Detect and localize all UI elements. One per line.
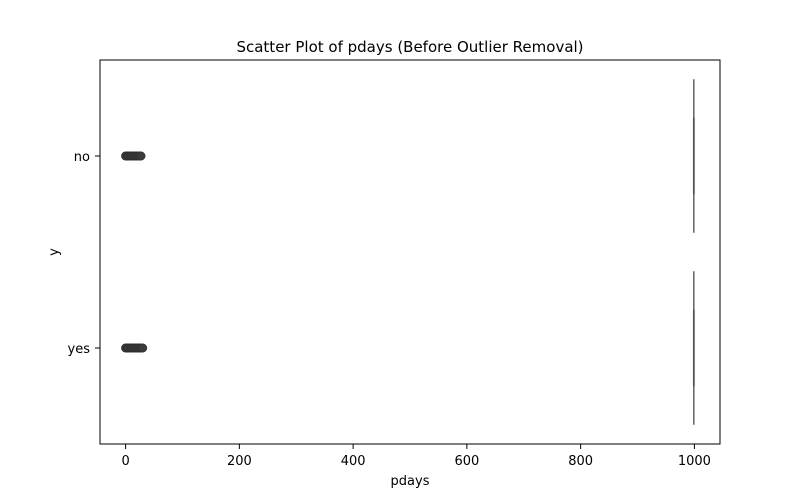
y-tick-label: yes: [68, 342, 91, 357]
data-layer: [121, 79, 695, 425]
y-axis-label: y: [47, 248, 62, 256]
data-point: [136, 151, 146, 161]
x-tick-label: 1000: [678, 454, 711, 469]
chart-title: Scatter Plot of pdays (Before Outlier Re…: [236, 38, 583, 56]
series-no: [121, 79, 695, 233]
series-yes: [121, 271, 695, 425]
x-tick-label: 600: [454, 454, 479, 469]
y-axis: no yes: [68, 150, 100, 357]
x-tick-label: 200: [227, 454, 252, 469]
x-tick-label: 400: [341, 454, 366, 469]
x-tick-label: 0: [121, 454, 129, 469]
x-tick-label: 800: [568, 454, 593, 469]
plot-area-frame: [99, 59, 721, 445]
data-point: [138, 343, 148, 353]
x-axis-label: pdays: [391, 474, 430, 489]
y-tick-label: no: [74, 150, 90, 165]
x-axis: 0 200 400 600 800 1000: [121, 444, 711, 469]
